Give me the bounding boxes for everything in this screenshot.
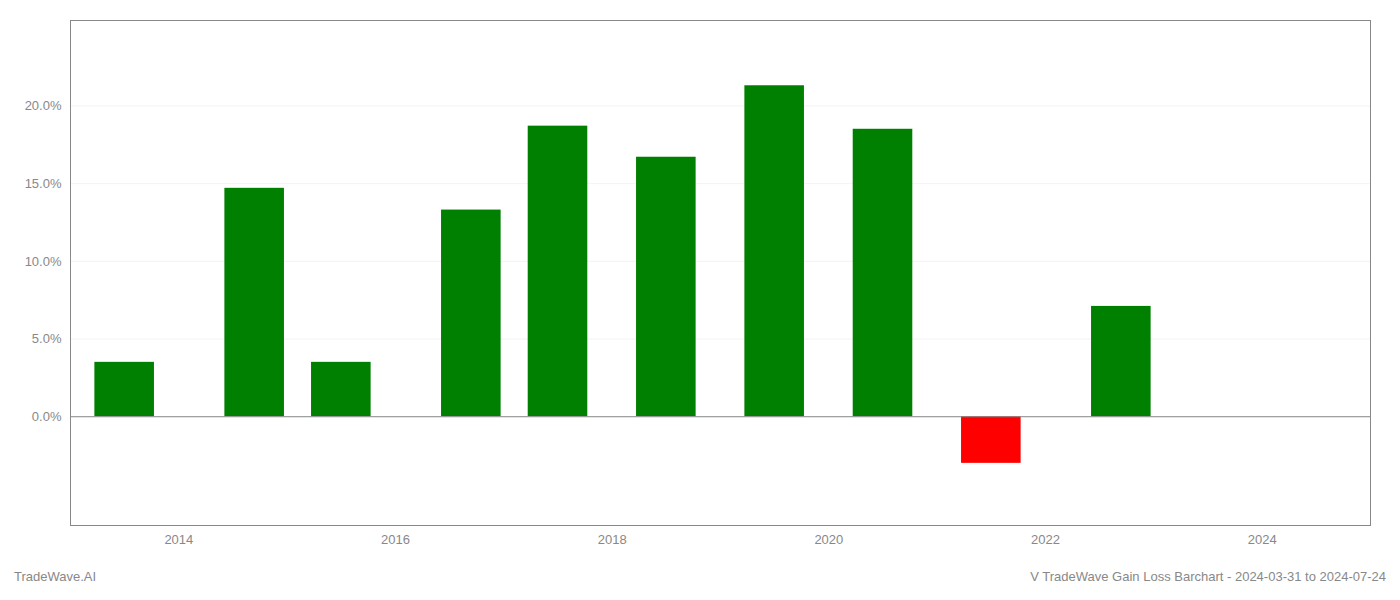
svg-text:2022: 2022: [1031, 532, 1060, 547]
svg-text:15.0%: 15.0%: [25, 176, 62, 191]
svg-text:2016: 2016: [381, 532, 410, 547]
svg-text:0.0%: 0.0%: [32, 409, 62, 424]
html-text:TradeWave.AI: TradeWave.AI: [14, 569, 97, 584]
svg-text:2020: 2020: [814, 532, 843, 547]
svg-text:2014: 2014: [164, 532, 193, 547]
svg-text:20.0%: 20.0%: [25, 98, 62, 113]
svg-text:2018: 2018: [598, 532, 627, 547]
svg-text:5.0%: 5.0%: [32, 331, 62, 346]
svg-text:2024: 2024: [1248, 532, 1277, 547]
html-text:V TradeWave Gain Loss Barchart: V TradeWave Gain Loss Barchart - 2024-03…: [1030, 569, 1386, 584]
svg-text:10.0%: 10.0%: [25, 254, 62, 269]
